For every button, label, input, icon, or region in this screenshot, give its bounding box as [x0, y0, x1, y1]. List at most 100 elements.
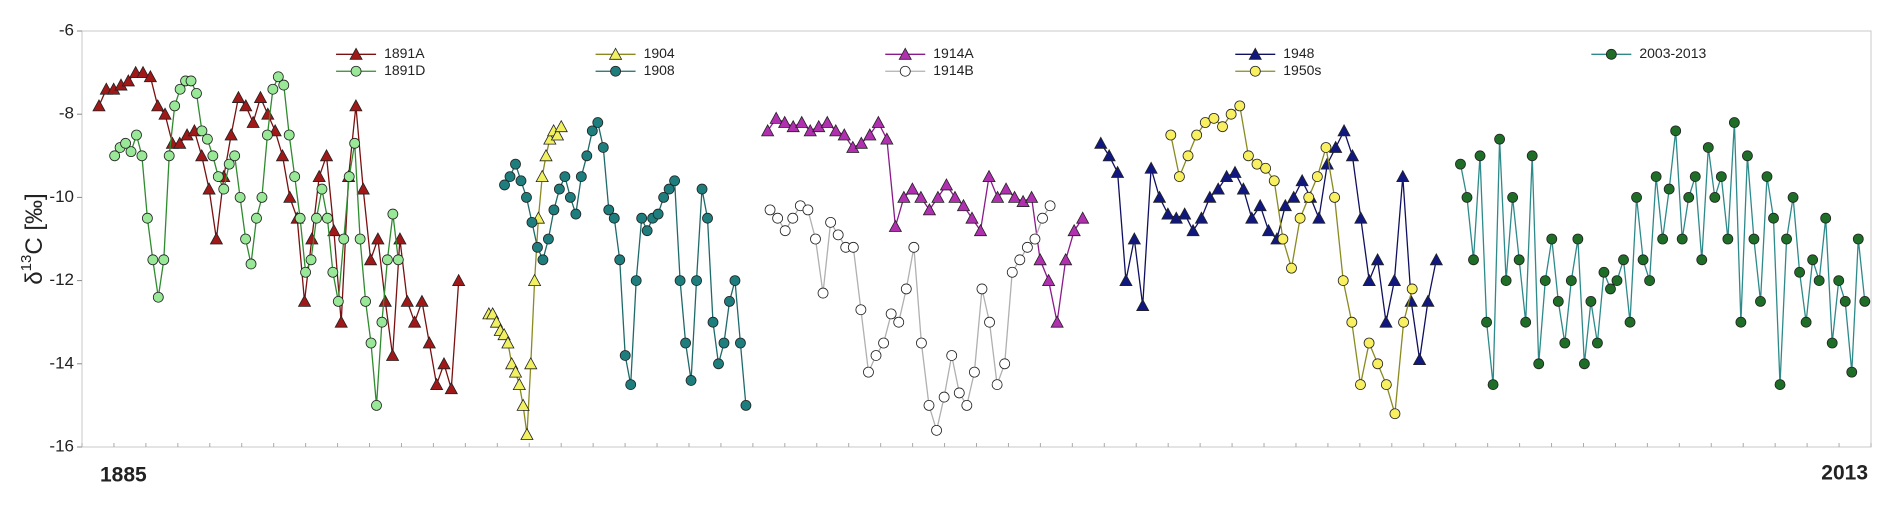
- point: [863, 128, 877, 141]
- point: [1370, 252, 1385, 266]
- point: [817, 287, 829, 299]
- point: [1234, 100, 1246, 112]
- point: [597, 142, 609, 153]
- series: [760, 111, 1090, 328]
- point: [976, 283, 988, 295]
- point: [1637, 254, 1649, 266]
- point: [1328, 140, 1343, 153]
- point: [931, 190, 945, 203]
- point: [371, 399, 382, 411]
- point: [354, 233, 366, 245]
- point: [1761, 171, 1773, 183]
- point: [696, 183, 708, 195]
- point: [1748, 233, 1760, 245]
- series-line: [767, 117, 1084, 323]
- point: [515, 175, 527, 187]
- y-tick-label: -12: [49, 270, 74, 289]
- point: [121, 74, 136, 87]
- point: [1631, 191, 1642, 203]
- point: [275, 148, 290, 162]
- point: [1287, 190, 1301, 203]
- point: [1161, 207, 1175, 220]
- point: [608, 212, 620, 224]
- point: [1852, 233, 1864, 245]
- point: [212, 171, 224, 183]
- point: [1067, 223, 1081, 237]
- point: [223, 158, 235, 170]
- y-label-sup: 13: [18, 255, 35, 272]
- point: [1474, 150, 1486, 162]
- point: [897, 190, 911, 203]
- point: [1585, 295, 1597, 307]
- point: [1526, 150, 1538, 162]
- series: [1165, 100, 1418, 420]
- point: [125, 146, 137, 158]
- point: [1379, 315, 1393, 328]
- point: [297, 294, 312, 307]
- point: [1182, 150, 1194, 162]
- point: [1507, 191, 1519, 203]
- point: [497, 327, 511, 341]
- point: [863, 366, 874, 378]
- point: [832, 229, 844, 241]
- legend-symbol: [1249, 65, 1261, 77]
- point: [1650, 171, 1662, 183]
- point: [1278, 198, 1293, 212]
- point: [641, 225, 653, 237]
- point: [1676, 233, 1688, 245]
- point: [1592, 337, 1603, 349]
- point: [1421, 294, 1435, 307]
- point: [451, 273, 466, 287]
- point: [718, 337, 730, 349]
- point: [1311, 171, 1323, 183]
- point: [508, 365, 523, 378]
- point: [382, 254, 393, 266]
- point: [548, 204, 560, 216]
- point: [764, 204, 776, 216]
- y-axis-label: δ13C [‰]: [18, 193, 48, 284]
- legend-marker: [608, 47, 623, 60]
- point: [1833, 275, 1845, 287]
- point: [196, 125, 208, 137]
- y-tick-label: -14: [49, 353, 74, 372]
- point: [1722, 233, 1734, 245]
- point: [1191, 129, 1203, 141]
- point: [1565, 275, 1577, 287]
- point: [888, 219, 903, 232]
- point: [174, 83, 186, 95]
- point: [1794, 266, 1805, 278]
- point: [905, 182, 920, 195]
- point: [300, 266, 311, 278]
- point: [1295, 173, 1309, 187]
- point: [422, 336, 436, 349]
- point: [982, 169, 996, 183]
- point: [948, 190, 962, 203]
- point: [1572, 233, 1584, 245]
- point: [990, 190, 1005, 203]
- point: [1211, 182, 1225, 195]
- series: [92, 65, 466, 395]
- point: [1320, 142, 1332, 153]
- point: [283, 190, 297, 203]
- point: [855, 304, 867, 316]
- point: [349, 99, 363, 112]
- point: [1362, 273, 1376, 287]
- series-line: [1459, 122, 1866, 385]
- point: [1251, 158, 1263, 170]
- point: [870, 350, 882, 361]
- point: [893, 316, 905, 328]
- legend-symbol: [898, 47, 912, 60]
- point: [147, 254, 159, 266]
- point: [922, 203, 937, 216]
- point: [760, 124, 775, 137]
- point: [999, 358, 1011, 370]
- point: [349, 137, 361, 149]
- point: [437, 356, 451, 370]
- point: [387, 208, 399, 220]
- point: [1657, 233, 1669, 245]
- point: [1006, 266, 1018, 278]
- point: [1578, 358, 1590, 370]
- point: [311, 212, 322, 224]
- point: [769, 111, 783, 124]
- point: [173, 136, 187, 149]
